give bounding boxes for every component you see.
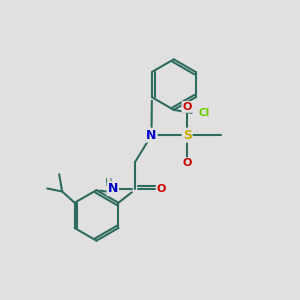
- Text: O: O: [182, 102, 192, 112]
- Text: Cl: Cl: [198, 108, 210, 118]
- Text: N: N: [108, 182, 118, 195]
- Text: N: N: [146, 129, 157, 142]
- Text: S: S: [183, 129, 192, 142]
- Text: O: O: [157, 184, 166, 194]
- Text: O: O: [182, 158, 192, 168]
- Text: H: H: [105, 178, 112, 188]
